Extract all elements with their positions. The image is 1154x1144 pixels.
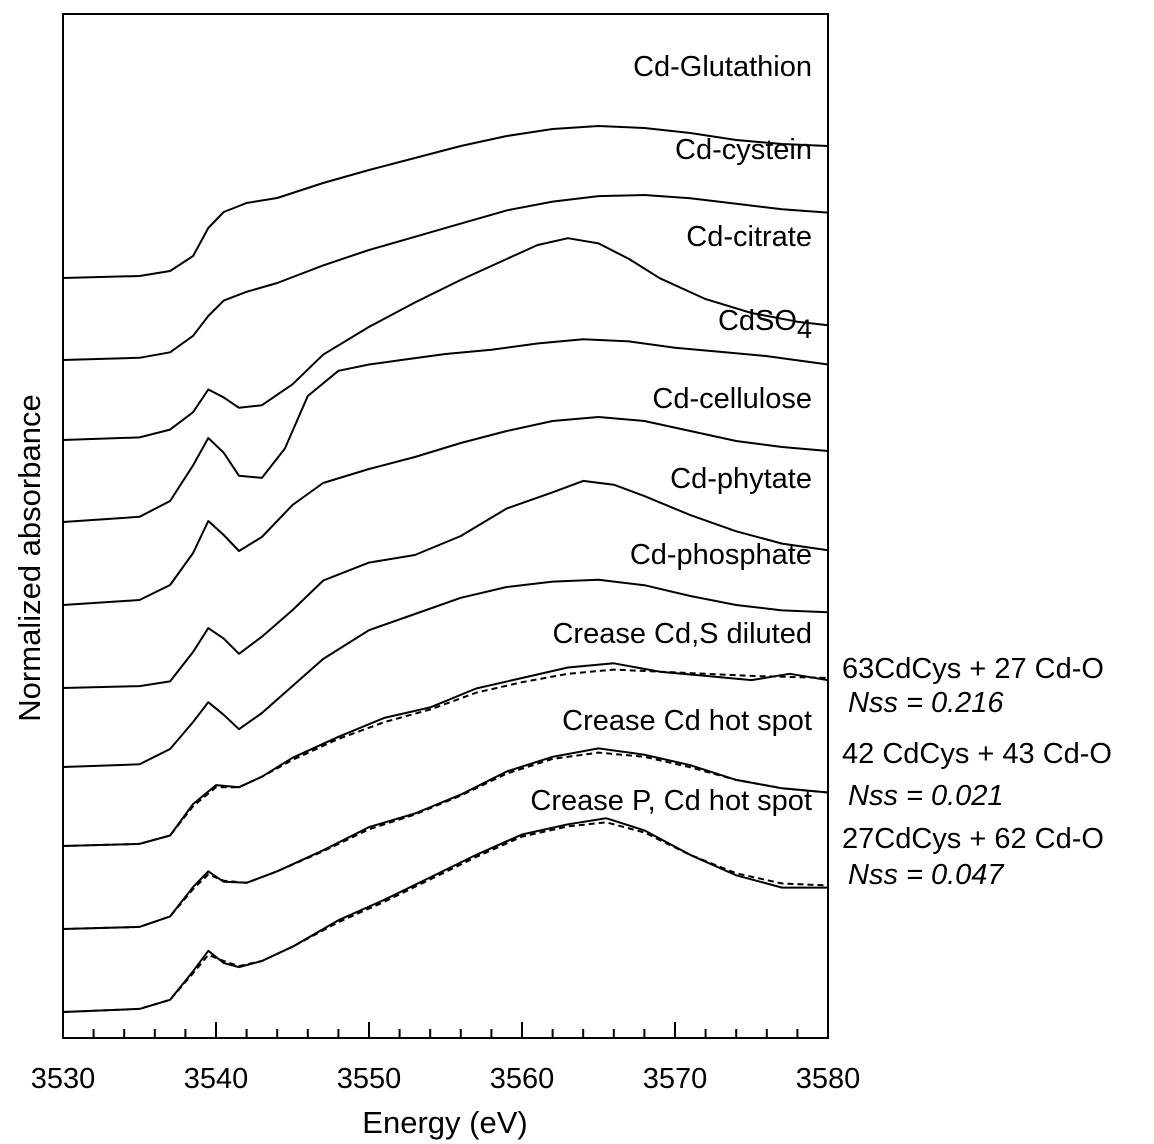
spectrum-label: Crease P, Cd hot spot	[530, 785, 812, 817]
fit-nss: Nss = 0.047	[848, 859, 1005, 891]
spectrum-curve	[62, 578, 829, 768]
fit-nss: Nss = 0.216	[848, 687, 1004, 719]
fit-curve	[62, 821, 829, 1013]
y-axis-label: Normalized absorbance	[12, 394, 47, 721]
x-tick-label: 3570	[643, 1063, 708, 1095]
spectrum-curve	[62, 747, 829, 930]
x-tick-label: 3580	[796, 1063, 861, 1095]
spectrum-label: Cd-citrate	[686, 221, 812, 253]
x-axis-ticks: 3530 3540 3550 3560 3570 3580	[31, 1022, 861, 1095]
fit-formula: 42 CdCys + 43 Cd-O	[842, 738, 1112, 770]
spectrum-curve	[62, 416, 829, 606]
spectrum-curve	[62, 125, 829, 279]
spectrum-curve	[62, 338, 829, 523]
fit-formula: 63CdCys + 27 Cd-O	[842, 653, 1104, 685]
spectrum-label: Cd-cellulose	[652, 383, 812, 415]
plot-frame	[62, 13, 829, 1039]
fit-curve	[62, 668, 829, 847]
x-axis-label: Energy (eV)	[362, 1105, 527, 1140]
spectrum-label: Cd-Glutathion	[633, 51, 812, 83]
spectrum-labels: Cd-Glutathion Cd-cystein Cd-citrate CdSO4 Cd…	[530, 51, 812, 817]
spectrum-label: Crease Cd,S diluted	[552, 618, 812, 650]
spectrum-label: Cd-phytate	[670, 463, 812, 495]
spectrum-curve	[62, 479, 829, 689]
spectrum-label: CdSO4	[718, 305, 812, 344]
spectrum-label: Cd-cystein	[675, 134, 812, 166]
spectrum-curve	[62, 237, 829, 441]
fit-curve	[62, 751, 829, 930]
x-tick-label: 3550	[337, 1063, 402, 1095]
spectrum-curve	[62, 662, 829, 847]
spectra-curves	[62, 125, 829, 1013]
spectrum-label: Crease Cd hot spot	[562, 705, 812, 737]
fit-formula: 27CdCys + 62 Cd-O	[842, 823, 1104, 855]
spectrum-curve	[62, 817, 828, 1013]
spectrum-label: Cd-phosphate	[630, 539, 812, 571]
spectrum-curve	[62, 194, 829, 361]
x-tick-label: 3560	[490, 1063, 555, 1095]
fit-nss: Nss = 0.021	[848, 780, 1004, 812]
x-tick-label: 3530	[31, 1063, 96, 1095]
x-tick-label: 3540	[184, 1063, 249, 1095]
